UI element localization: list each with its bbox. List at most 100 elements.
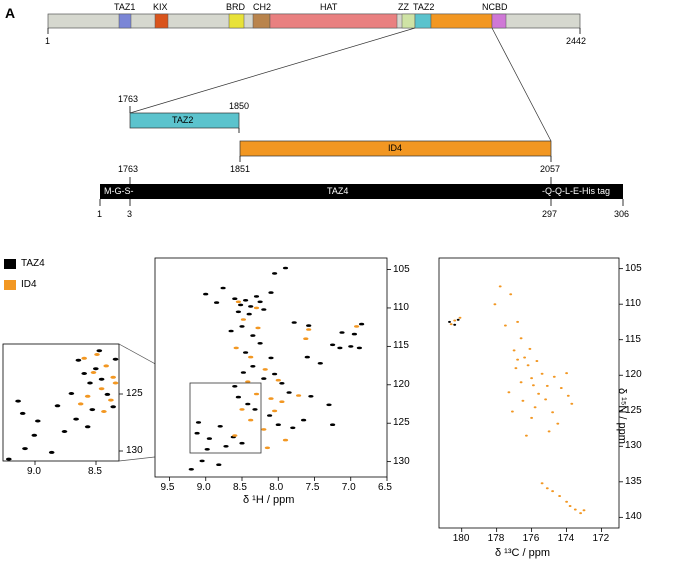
taz4-nterm-label: M-G-S- bbox=[104, 186, 134, 196]
taz4-peak bbox=[6, 457, 12, 461]
con-xtick-label: 178 bbox=[487, 533, 505, 544]
taz4-peak bbox=[261, 308, 267, 311]
taz4-peak bbox=[214, 301, 220, 304]
taz4-peak bbox=[228, 329, 234, 333]
id4-peak bbox=[110, 375, 116, 379]
hsqc-ytick-label: 120 bbox=[393, 378, 410, 390]
taz4-peak bbox=[75, 358, 82, 362]
id4-peak bbox=[568, 505, 572, 507]
taz4-peak bbox=[261, 377, 267, 380]
taz4-peak bbox=[286, 391, 292, 394]
id4-peak bbox=[547, 430, 551, 433]
id4-construct-label: ID4 bbox=[388, 143, 403, 153]
id4-peak bbox=[449, 323, 453, 326]
domain-block-ncbd bbox=[491, 13, 507, 29]
id4-peak bbox=[272, 409, 278, 413]
domain-label-taz1: TAZ1 bbox=[114, 2, 136, 12]
taz4-peak bbox=[337, 346, 343, 350]
id4-peak bbox=[458, 316, 462, 319]
taz4-peak bbox=[290, 426, 296, 430]
taz4-peak bbox=[87, 381, 93, 385]
taz4-tick-label-306: 306 bbox=[614, 209, 630, 219]
taz4-peak bbox=[220, 286, 226, 290]
hsqc-xtick-label: 9.5 bbox=[160, 482, 175, 493]
id4-peak bbox=[90, 371, 97, 374]
id4-peak bbox=[570, 402, 574, 405]
id4-peak bbox=[296, 394, 302, 397]
taz4-peak bbox=[359, 322, 365, 326]
hsqc-ytick-label: 105 bbox=[393, 263, 410, 275]
taz2-construct-bar bbox=[129, 112, 240, 129]
inset-xtick-label-85: 8.5 bbox=[88, 466, 102, 477]
id4-peak bbox=[81, 356, 87, 360]
id4-peak bbox=[498, 285, 502, 288]
id4-peak bbox=[565, 500, 568, 503]
id4-peak bbox=[264, 446, 270, 450]
domain-label-ncbd: NCBD bbox=[482, 2, 508, 12]
id4-peak bbox=[306, 328, 312, 331]
id4-peak bbox=[245, 380, 251, 384]
legend-label-taz4: TAZ4 bbox=[21, 258, 45, 269]
domain-block-taz1 bbox=[118, 13, 132, 29]
hsqc-xtick-label: 9.0 bbox=[196, 482, 211, 493]
hsqc-ytick-label: 110 bbox=[393, 301, 409, 313]
taz4-peak bbox=[199, 459, 205, 463]
id4-peak bbox=[112, 381, 119, 385]
id4-peak bbox=[532, 384, 535, 387]
id4-peak bbox=[77, 402, 84, 406]
hsqc-xtick-label: 6.5 bbox=[378, 482, 392, 493]
id4-peak bbox=[519, 337, 523, 340]
taz4-peak bbox=[15, 399, 21, 403]
taz4-peak bbox=[232, 297, 238, 301]
hsqc-xtick-label: 8.5 bbox=[233, 482, 247, 493]
taz4-peak bbox=[245, 402, 251, 406]
id4-peak bbox=[255, 326, 261, 330]
hsqc-ytick-label: 130 bbox=[393, 455, 410, 467]
id4-end-label: 2057 bbox=[540, 164, 561, 174]
taz4-tick-label-3: 3 bbox=[127, 209, 133, 219]
con-ytick-label: 135 bbox=[625, 475, 642, 487]
id4-construct-bar bbox=[239, 140, 552, 157]
id4-peak bbox=[103, 364, 109, 368]
id4-peak bbox=[101, 410, 107, 413]
id4-peak bbox=[525, 434, 528, 437]
id4-peak bbox=[108, 398, 114, 402]
taz4-peak bbox=[238, 303, 244, 307]
id4-peak bbox=[261, 428, 267, 431]
taz4-peak bbox=[61, 430, 68, 433]
con-x-axis-title: δ ¹³C / ppm bbox=[495, 547, 551, 559]
taz4-peak bbox=[206, 437, 212, 440]
taz4-peak bbox=[104, 392, 111, 396]
taz4-peak bbox=[272, 272, 278, 275]
domain-block-kix bbox=[154, 13, 169, 29]
taz4-peak bbox=[248, 305, 254, 308]
id4-peak bbox=[530, 416, 533, 419]
domain-label-zz: ZZ bbox=[398, 2, 409, 12]
id4-peak bbox=[253, 392, 260, 396]
taz2-end-label: 1850 bbox=[229, 101, 250, 111]
taz4-peak bbox=[243, 299, 249, 302]
id4-peak bbox=[556, 422, 560, 425]
taz4-peak bbox=[330, 343, 336, 347]
domain-block-hat bbox=[269, 13, 398, 29]
con-ytick-label: 105 bbox=[625, 262, 642, 274]
taz4-peak bbox=[308, 395, 314, 398]
taz4-peak bbox=[81, 372, 87, 375]
taz4-peak bbox=[243, 351, 249, 354]
id4-peak bbox=[268, 397, 274, 400]
id4-peak bbox=[511, 410, 514, 413]
id4-peak bbox=[94, 353, 100, 356]
taz4-peak bbox=[356, 346, 362, 350]
id4-peak bbox=[248, 355, 254, 359]
id4-peak bbox=[275, 378, 281, 382]
taz4-peak bbox=[89, 408, 96, 412]
id4-peak bbox=[533, 406, 537, 409]
taz4-peak bbox=[348, 345, 354, 348]
taz4-peak bbox=[291, 321, 297, 324]
id4-peak bbox=[535, 360, 539, 362]
id4-peak bbox=[526, 364, 530, 367]
id4-peak bbox=[514, 367, 518, 370]
hsqc-axes bbox=[169, 269, 391, 481]
taz4-peak bbox=[252, 408, 258, 411]
id4-peak bbox=[516, 320, 519, 323]
